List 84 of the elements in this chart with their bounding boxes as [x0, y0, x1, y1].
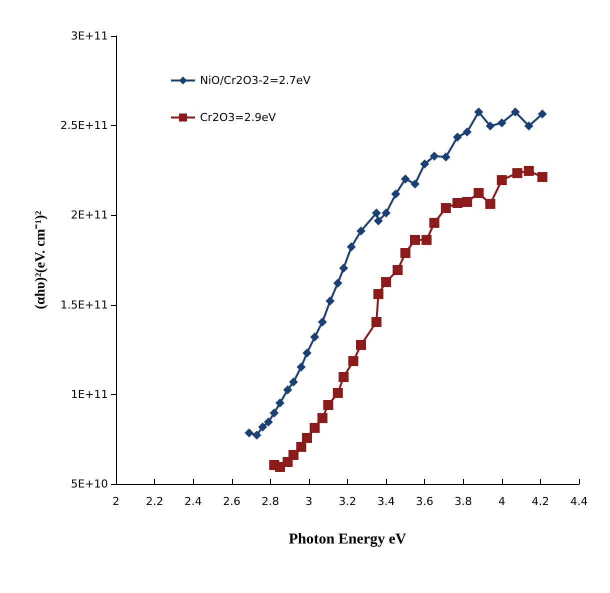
legend-label: NiO/Cr2O3-2=2.7eV	[200, 74, 311, 87]
point	[486, 121, 495, 130]
point	[371, 317, 382, 328]
point	[400, 174, 410, 184]
point	[381, 277, 392, 288]
x-tick-label: 2.2	[146, 495, 164, 508]
point	[346, 242, 356, 252]
point	[333, 278, 342, 288]
point	[356, 340, 366, 350]
point	[275, 398, 284, 408]
point	[496, 175, 507, 186]
y-tick-label: 2.5E+11	[60, 119, 108, 132]
point	[524, 166, 534, 176]
x-tick-label: 2.6	[223, 495, 240, 508]
x-tick-label: 4.4	[570, 495, 588, 508]
point	[420, 159, 430, 168]
point	[400, 248, 410, 258]
point	[374, 216, 383, 226]
point	[310, 422, 320, 433]
point	[252, 430, 262, 440]
y-tick-label: 2E+11	[70, 208, 108, 222]
x-tick-label: 2	[112, 495, 120, 508]
x-tick-label: 2.4	[184, 495, 202, 508]
point	[452, 132, 462, 142]
point	[339, 264, 348, 273]
x-tick-label: 3.4	[377, 495, 395, 508]
point	[410, 234, 420, 245]
point	[356, 226, 366, 236]
y-tick-label: 1E+11	[70, 388, 108, 401]
y-tick-label: 3E+11	[70, 30, 108, 42]
point	[323, 400, 334, 410]
point	[244, 428, 254, 438]
legend-label: Cr2O3=2.9eV	[200, 111, 276, 124]
point	[462, 196, 472, 207]
point	[410, 180, 420, 189]
point	[310, 332, 320, 342]
point	[296, 362, 306, 372]
point	[338, 372, 349, 382]
point	[296, 442, 306, 452]
point	[441, 152, 450, 162]
x-axis-title: Photon Energy eV	[288, 532, 406, 548]
point	[452, 198, 462, 208]
y-tick-label: 5E+10	[70, 478, 108, 490]
point	[422, 234, 432, 245]
point	[283, 385, 292, 394]
point	[392, 265, 403, 276]
x-tick-label: 2.8	[262, 495, 280, 508]
point	[537, 172, 548, 182]
point	[524, 121, 534, 130]
x-tick-label: 3.2	[338, 495, 356, 508]
y-tick-label: 1.5E+11	[60, 298, 108, 312]
point	[372, 208, 381, 218]
point	[288, 378, 298, 387]
x-tick-label: 3	[305, 495, 312, 508]
point	[510, 107, 520, 116]
point	[512, 168, 522, 178]
point	[270, 408, 279, 418]
x-tick-label: 4.2	[532, 495, 550, 508]
x-tick-label: 3.6	[416, 495, 434, 508]
point	[485, 198, 496, 209]
point	[318, 318, 327, 327]
point	[302, 432, 312, 443]
point	[348, 356, 358, 366]
point	[326, 296, 335, 306]
point	[264, 417, 273, 426]
point	[391, 190, 400, 199]
point	[302, 348, 312, 358]
point	[474, 107, 484, 116]
point	[332, 388, 343, 398]
point	[429, 218, 440, 228]
x-tick-label: 4	[498, 495, 506, 508]
point	[440, 203, 451, 214]
point	[382, 208, 391, 218]
point	[317, 413, 328, 424]
point	[462, 128, 472, 137]
point	[373, 289, 384, 300]
point	[430, 152, 439, 161]
point	[497, 118, 506, 128]
point	[538, 109, 547, 118]
x-tick-label: 3.8	[454, 495, 472, 508]
y-axis-title: (αhυ)²(eV. cm⁻¹)²	[34, 210, 48, 310]
point	[474, 188, 484, 198]
point	[288, 450, 298, 460]
point	[258, 422, 268, 432]
